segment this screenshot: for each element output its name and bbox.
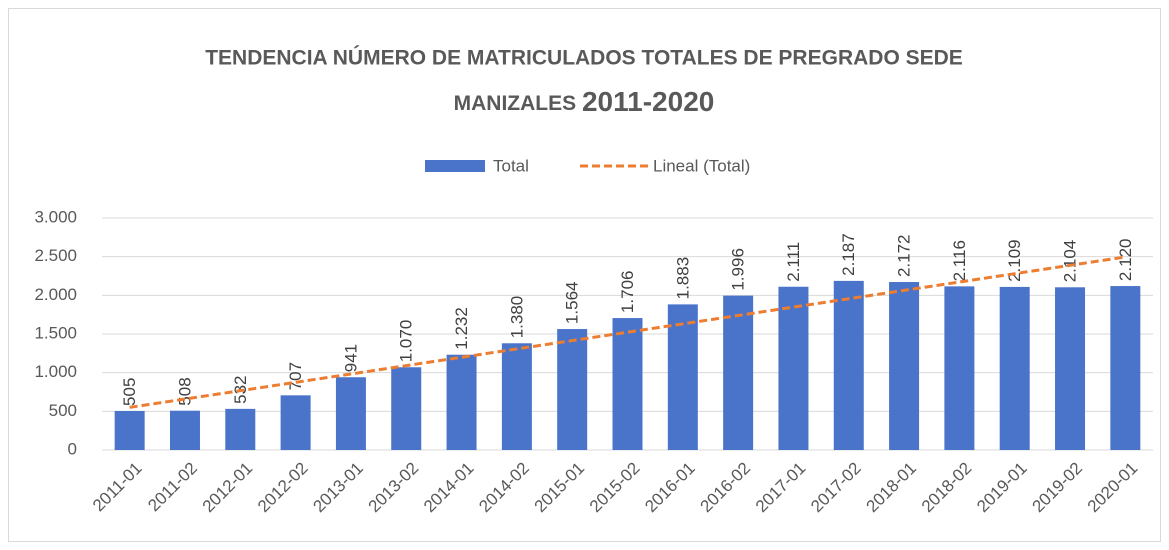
legend-swatch	[425, 160, 485, 172]
value-label: 2.109	[1005, 239, 1024, 282]
bar	[446, 354, 477, 450]
y-tick-label: 1.000	[34, 362, 77, 381]
bar	[114, 410, 145, 450]
value-label: 1.706	[618, 271, 637, 314]
value-label: 2.187	[839, 233, 858, 276]
y-tick-label: 1.500	[34, 323, 77, 342]
chart-title-years: 2011-2020	[582, 86, 714, 117]
value-label: 2.111	[784, 242, 803, 282]
bar	[667, 304, 698, 450]
value-label: 1.564	[563, 282, 582, 325]
bar	[612, 318, 643, 450]
value-label: 941	[341, 344, 360, 372]
value-label: 2.172	[895, 234, 914, 277]
bar	[280, 395, 311, 450]
bar	[391, 367, 422, 450]
bar	[335, 377, 366, 450]
value-label: 1.883	[673, 257, 692, 300]
value-label: 707	[286, 362, 305, 390]
bar	[169, 410, 200, 450]
bar	[999, 286, 1030, 450]
value-label: 1.232	[452, 307, 471, 350]
value-label: 505	[120, 378, 139, 406]
bar	[1110, 286, 1141, 450]
bar	[225, 408, 256, 450]
chart-border	[8, 8, 1161, 542]
legend-label: Lineal (Total)	[653, 156, 750, 175]
y-tick-label: 3.000	[34, 207, 77, 226]
value-label: 1.070	[397, 320, 416, 363]
value-label: 1.380	[507, 296, 526, 339]
bar	[501, 343, 532, 450]
value-label: 2.120	[1116, 239, 1135, 282]
bar	[944, 286, 975, 450]
bar	[723, 295, 754, 450]
bar	[778, 286, 809, 450]
legend-label: Total	[493, 156, 529, 175]
value-label: 1.996	[729, 248, 748, 291]
chart-title: MANIZALES 2011-2020	[454, 86, 715, 117]
value-label: 2.116	[950, 240, 969, 281]
bar	[1055, 287, 1086, 450]
y-tick-label: 2.500	[34, 246, 77, 265]
y-tick-label: 0	[68, 439, 77, 458]
bar	[557, 329, 588, 450]
bar	[833, 280, 864, 450]
chart-title: TENDENCIA NÚMERO DE MATRICULADOS TOTALES…	[205, 46, 963, 70]
y-tick-label: 500	[49, 401, 77, 420]
value-label: 2.104	[1061, 240, 1080, 283]
chart-title-part: MANIZALES	[454, 92, 577, 115]
y-tick-label: 2.000	[34, 285, 77, 304]
bar	[889, 282, 920, 450]
